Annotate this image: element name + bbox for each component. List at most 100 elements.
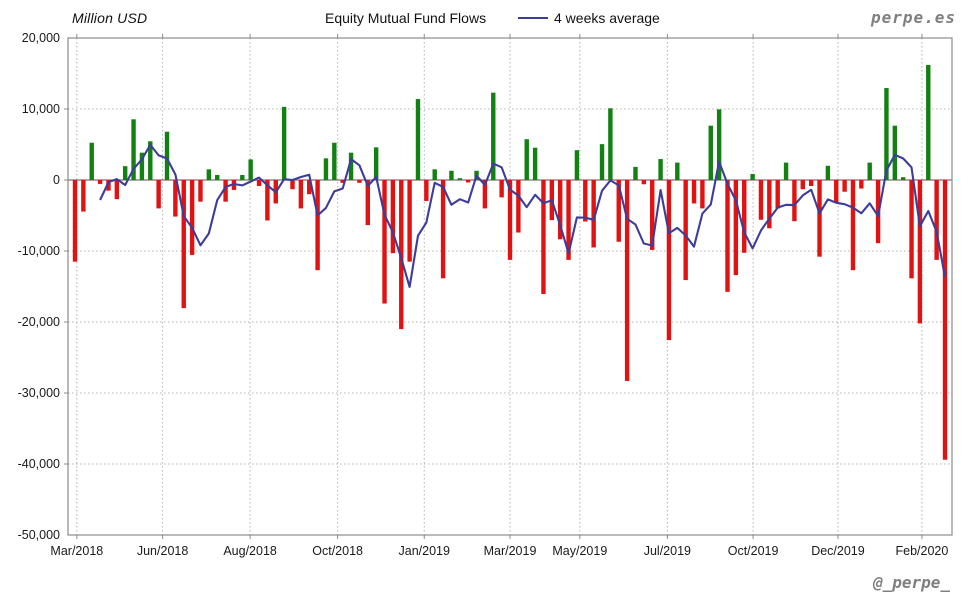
flow-bar xyxy=(290,180,295,190)
flow-bar xyxy=(390,180,396,254)
flow-bar xyxy=(516,180,521,233)
flow-bar xyxy=(131,119,136,180)
average-line xyxy=(99,143,947,288)
flow-bar xyxy=(89,142,94,180)
flow-bar xyxy=(792,180,797,222)
flow-bar xyxy=(507,180,513,260)
flow-bar xyxy=(591,180,596,248)
flow-bar xyxy=(850,180,856,271)
flow-bar xyxy=(808,180,814,187)
flow-bar xyxy=(926,64,931,180)
chart-title: Equity Mutual Fund Flows xyxy=(325,10,487,26)
flow-bar xyxy=(323,158,329,180)
flow-bar xyxy=(382,180,387,304)
flow-bar xyxy=(934,180,939,260)
flow-bar xyxy=(683,180,688,281)
x-axis-tick-label: Feb/2020 xyxy=(896,544,949,558)
flow-bar xyxy=(298,180,304,209)
flow-bar xyxy=(449,170,454,180)
legend-line-swatch-icon xyxy=(518,17,548,19)
flow-bar xyxy=(775,180,780,209)
flow-bar xyxy=(708,125,713,180)
flow-bar xyxy=(574,150,580,180)
flow-bar xyxy=(859,180,864,189)
flow-bar xyxy=(122,166,128,180)
y-axis-tick-label: 0 xyxy=(53,173,60,187)
x-axis-tick-label: Jun/2018 xyxy=(137,544,188,558)
flow-bar xyxy=(215,175,220,180)
flow-bar xyxy=(599,144,605,180)
flow-bar xyxy=(156,180,161,209)
flow-bar xyxy=(340,180,345,183)
flow-bar xyxy=(198,180,203,202)
y-axis-tick-label: -50,000 xyxy=(18,528,60,542)
flow-bar xyxy=(783,162,789,180)
flow-bar xyxy=(842,180,847,192)
flow-bar xyxy=(691,180,697,204)
flow-bar xyxy=(407,180,412,262)
flow-bar xyxy=(248,159,253,180)
y-axis-unit-label: Million USD xyxy=(72,10,148,26)
flow-bar xyxy=(72,180,78,262)
flow-bar xyxy=(716,109,722,180)
flow-bar xyxy=(81,180,86,212)
flow-bar xyxy=(666,180,672,341)
flow-bar xyxy=(281,106,287,180)
x-axis-tick-label: Dec/2019 xyxy=(811,544,865,558)
flow-bar xyxy=(491,92,496,180)
flow-bar xyxy=(424,180,429,201)
flow-bar xyxy=(867,162,872,180)
y-axis-tick-label: -20,000 xyxy=(18,315,60,329)
flow-bar xyxy=(315,180,320,271)
flow-bar xyxy=(616,180,621,242)
legend-label: 4 weeks average xyxy=(554,10,660,26)
flow-bar xyxy=(499,180,504,198)
flow-bar xyxy=(825,165,831,180)
flow-bar xyxy=(917,180,923,324)
flow-bar xyxy=(173,180,178,217)
flow-bar xyxy=(700,180,705,209)
flow-bar xyxy=(909,180,914,279)
flow-bar xyxy=(106,180,111,191)
flow-bar xyxy=(725,180,730,292)
flow-bar xyxy=(942,180,948,460)
flow-bar xyxy=(750,173,755,180)
x-axis-tick-label: Jan/2019 xyxy=(399,544,450,558)
flow-bar xyxy=(633,166,638,180)
flow-bar xyxy=(742,180,747,253)
plot-border xyxy=(67,37,953,536)
flow-bar xyxy=(834,180,839,203)
flow-bar xyxy=(256,180,262,187)
y-axis-tick-label: 20,000 xyxy=(22,31,60,45)
flow-bar xyxy=(608,108,613,180)
flow-bar xyxy=(532,147,538,180)
flow-bar xyxy=(465,180,471,183)
legend: 4 weeks average xyxy=(518,10,660,26)
flow-bar xyxy=(348,152,354,180)
x-axis-tick-label: May/2019 xyxy=(552,544,607,558)
flow-bar xyxy=(307,180,312,195)
x-axis-tick-label: Oct/2019 xyxy=(728,544,779,558)
x-axis-tick-label: Oct/2018 xyxy=(312,544,363,558)
flow-bar xyxy=(399,180,404,330)
flow-bar xyxy=(900,177,906,180)
flow-bar xyxy=(223,180,228,202)
flow-bar xyxy=(566,180,571,260)
y-axis-tick-label: 10,000 xyxy=(22,102,60,116)
flow-bar xyxy=(181,180,186,309)
flow-bar xyxy=(332,142,337,180)
x-axis-tick-label: Mar/2018 xyxy=(50,544,103,558)
flow-bar xyxy=(675,162,680,180)
flow-bar xyxy=(265,180,270,221)
flow-bar xyxy=(733,180,739,276)
twitter-handle: @_perpe_ xyxy=(872,573,950,592)
flow-bar xyxy=(440,180,446,279)
flow-bar xyxy=(800,180,805,190)
flow-bar xyxy=(206,169,212,180)
flow-bar xyxy=(432,169,437,180)
flow-bar xyxy=(189,180,195,255)
flow-bar xyxy=(97,180,103,184)
flow-bar xyxy=(541,180,546,294)
